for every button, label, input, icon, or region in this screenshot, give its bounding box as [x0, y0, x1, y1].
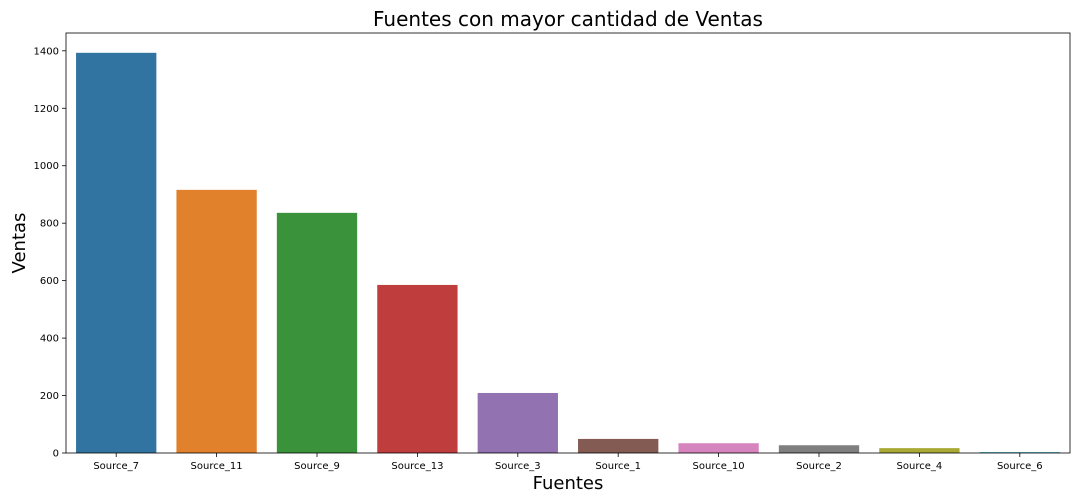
x-tick-label: Source_6 — [997, 461, 1043, 472]
bar-source-13 — [377, 284, 458, 453]
y-tick-label: 800 — [40, 219, 59, 230]
bar-source-1 — [578, 438, 659, 453]
bar-source-10 — [678, 443, 759, 453]
bar-source-3 — [477, 392, 558, 453]
bar-source-11 — [176, 189, 257, 453]
bar-source-9 — [276, 212, 358, 453]
x-axis-ticks: Source_7 Source_11 Source_9 Source_13 Source… — [93, 453, 1043, 472]
y-tick-label: 200 — [40, 391, 59, 402]
x-tick-label: Source_3 — [495, 461, 541, 472]
y-axis-ticks: 0 200 400 600 800 1000 1200 1400 — [34, 46, 66, 460]
bars-group — [76, 52, 1060, 453]
bar-source-2 — [778, 445, 860, 453]
bar-source-4 — [879, 448, 960, 453]
x-tick-label: Source_9 — [294, 461, 340, 472]
plot-frame — [65, 32, 1071, 454]
y-tick-label: 0 — [53, 449, 59, 460]
x-axis-label: Fuentes — [533, 473, 604, 494]
x-tick-label: Source_13 — [391, 461, 443, 472]
x-tick-label: Source_11 — [191, 461, 243, 472]
x-tick-label: Source_2 — [796, 461, 842, 472]
x-tick-label: Source_10 — [693, 461, 745, 472]
x-tick-label: Source_4 — [897, 461, 943, 472]
bar-source-7 — [76, 52, 157, 453]
plot-frame-border — [65, 32, 1071, 454]
chart-title: Fuentes con mayor cantidad de Ventas — [373, 7, 763, 31]
x-tick-label: Source_1 — [595, 461, 641, 472]
y-tick-label: 1400 — [34, 46, 59, 57]
x-tick-label: Source_7 — [93, 461, 139, 472]
bar-source-6 — [979, 452, 1060, 453]
y-tick-label: 400 — [40, 334, 59, 345]
y-axis-label: Ventas — [9, 213, 30, 274]
y-tick-label: 1000 — [34, 161, 59, 172]
y-tick-label: 1200 — [34, 104, 59, 115]
y-tick-label: 600 — [40, 276, 59, 287]
